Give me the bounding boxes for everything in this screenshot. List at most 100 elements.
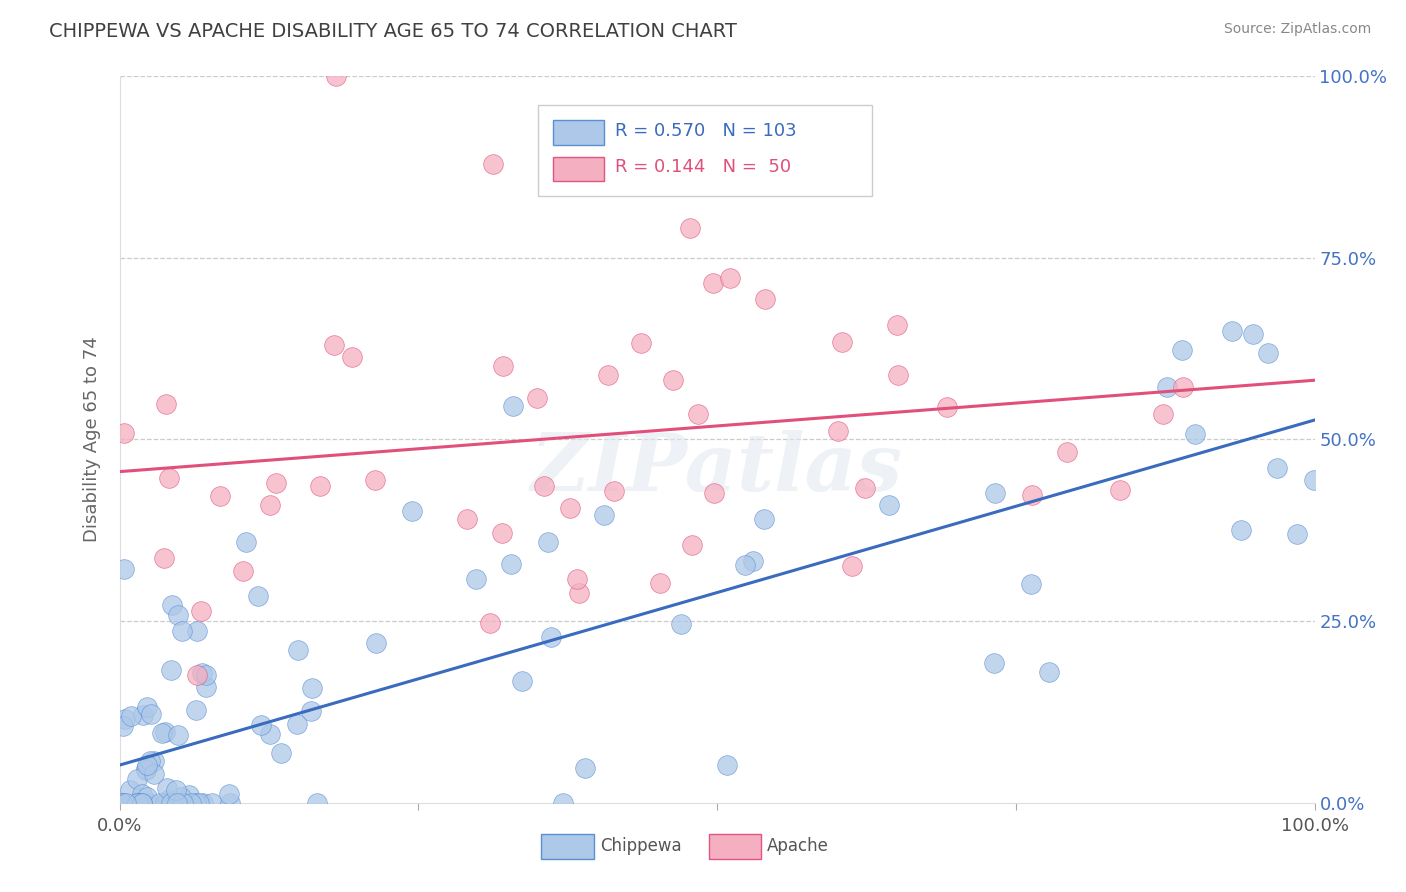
Point: [112, 796, 135, 810]
Text: CHIPPEWA VS APACHE DISABILITY AGE 65 TO 74 CORRELATION CHART: CHIPPEWA VS APACHE DISABILITY AGE 65 TO …: [49, 22, 737, 41]
Point: [138, 796, 160, 810]
Point: [1229, 523, 1251, 537]
Point: [166, 796, 188, 810]
Point: [682, 538, 704, 552]
Point: [1285, 526, 1308, 541]
Point: [115, 796, 138, 810]
Y-axis label: Disability Age 65 to 74: Disability Age 65 to 74: [83, 336, 101, 542]
Point: [703, 485, 725, 500]
Point: [540, 630, 562, 644]
Point: [734, 558, 756, 573]
Point: [149, 796, 172, 810]
Point: [127, 796, 149, 810]
Point: [170, 790, 193, 805]
FancyBboxPatch shape: [554, 120, 603, 145]
Point: [127, 796, 149, 810]
FancyBboxPatch shape: [709, 834, 761, 859]
Point: [984, 486, 1007, 500]
Point: [111, 796, 134, 810]
Point: [574, 761, 596, 775]
Point: [565, 572, 588, 586]
Point: [1302, 473, 1324, 487]
Point: [186, 703, 208, 717]
Point: [983, 657, 1005, 671]
Point: [160, 796, 183, 810]
Point: [877, 499, 900, 513]
Point: [886, 368, 908, 382]
Point: [235, 534, 257, 549]
Point: [401, 504, 423, 518]
Point: [201, 796, 224, 810]
Point: [499, 558, 522, 572]
Point: [191, 796, 214, 810]
Point: [112, 796, 135, 810]
Point: [153, 550, 176, 565]
Point: [127, 796, 149, 810]
Point: [135, 790, 157, 805]
Point: [678, 220, 700, 235]
Point: [135, 758, 157, 772]
Point: [120, 709, 142, 723]
Point: [1171, 380, 1194, 394]
Point: [156, 780, 179, 795]
Point: [301, 681, 323, 695]
Point: [186, 667, 208, 681]
Point: [456, 512, 478, 526]
Point: [630, 335, 652, 350]
Point: [752, 512, 775, 526]
Point: [1056, 445, 1078, 459]
Point: [141, 707, 163, 722]
Point: [173, 796, 195, 810]
Point: [155, 397, 177, 411]
Point: [702, 276, 724, 290]
Point: [742, 554, 765, 568]
Point: [305, 796, 328, 810]
Point: [936, 401, 959, 415]
Point: [285, 717, 308, 731]
Point: [172, 796, 194, 810]
FancyBboxPatch shape: [554, 156, 603, 181]
Point: [827, 424, 849, 438]
Point: [479, 615, 502, 630]
Point: [1156, 380, 1178, 394]
Point: [186, 624, 208, 639]
Point: [299, 704, 322, 718]
Point: [266, 476, 288, 491]
Point: [160, 663, 183, 677]
Point: [558, 501, 581, 516]
Point: [127, 796, 149, 810]
Point: [287, 642, 309, 657]
Point: [510, 673, 533, 688]
Point: [218, 787, 240, 801]
Text: Apache: Apache: [768, 838, 830, 855]
Point: [1184, 427, 1206, 442]
Point: [232, 564, 254, 578]
Point: [112, 425, 135, 440]
Point: [1021, 577, 1043, 591]
Point: [596, 368, 619, 383]
Point: [125, 772, 148, 786]
Point: [180, 796, 202, 810]
Point: [135, 762, 157, 776]
Point: [157, 793, 180, 807]
Point: [259, 727, 281, 741]
Point: [841, 558, 863, 573]
Point: [112, 719, 135, 733]
Point: [482, 156, 505, 170]
Point: [153, 725, 176, 739]
Point: [169, 796, 191, 810]
Point: [219, 796, 242, 810]
Text: R = 0.570   N = 103: R = 0.570 N = 103: [616, 122, 797, 140]
Point: [150, 726, 173, 740]
FancyBboxPatch shape: [541, 834, 593, 859]
Point: [120, 783, 142, 797]
Point: [491, 526, 513, 541]
Point: [558, 167, 581, 181]
Point: [131, 796, 153, 810]
Point: [135, 700, 157, 714]
Point: [325, 69, 347, 83]
Point: [135, 763, 157, 777]
Point: [662, 373, 685, 387]
Point: [340, 350, 363, 364]
Point: [1152, 407, 1174, 421]
